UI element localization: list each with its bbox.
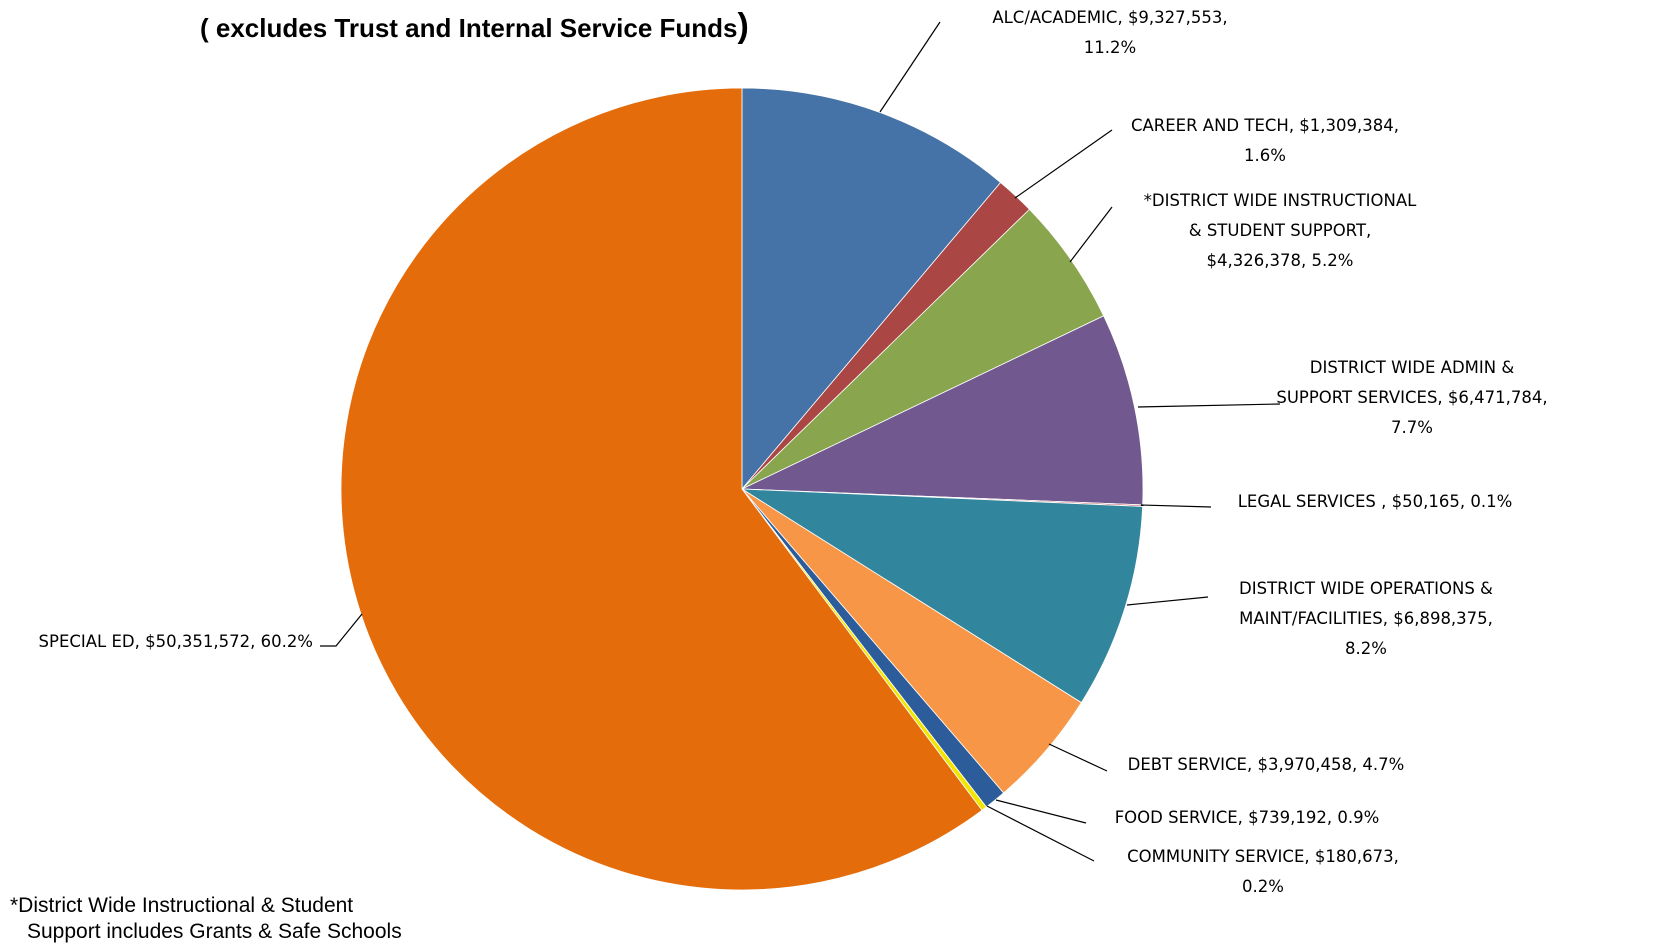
- data-label-legal-services: LEGAL SERVICES , $50,165, 0.1%: [1238, 492, 1513, 511]
- data-label-special-ed: SPECIAL ED, $50,351,572, 60.2%: [39, 632, 313, 651]
- leader-line-district-wide-instructional-student-support: [1069, 206, 1113, 263]
- leader-line-legal-services: [1140, 504, 1212, 508]
- data-label-line: COMMUNITY SERVICE, $180,673,: [1127, 847, 1399, 866]
- data-label-line: 7.7%: [1391, 418, 1433, 437]
- data-label-line: MAINT/FACILITIES, $6,898,375,: [1239, 609, 1493, 628]
- data-label-line: CAREER AND TECH, $1,309,384,: [1131, 116, 1399, 135]
- data-label-district-wide-admin-support-services: DISTRICT WIDE ADMIN & SUPPORT SERVICES, $…: [1276, 358, 1547, 437]
- leader-line-district-wide-admin-support-services: [1137, 403, 1281, 408]
- data-label-debt-service: DEBT SERVICE, $3,970,458, 4.7%: [1128, 755, 1405, 774]
- data-label-line: LEGAL SERVICES , $50,165, 0.1%: [1238, 492, 1513, 511]
- leader-line-food-service: [995, 799, 1087, 824]
- footnote: *District Wide Instructional & Student Su…: [10, 893, 402, 945]
- data-label-district-wide-operations-maint-facilities: DISTRICT WIDE OPERATIONS & MAINT/FACILITI…: [1239, 579, 1493, 658]
- leader-line-community-service: [986, 805, 1095, 862]
- leader-line-district-wide-operations-maint-facilities: [1126, 596, 1209, 606]
- data-label-line: FOOD SERVICE, $739,192, 0.9%: [1115, 808, 1380, 827]
- pie-slice-district-wide-operations-maint-facilities: [740, 488, 1144, 704]
- data-label-career-and-tech: CAREER AND TECH, $1,309,384, 1.6%: [1131, 116, 1399, 165]
- pie-slice-district-wide-admin-support-services: [741, 315, 1144, 506]
- data-label-alc-academic: ALC/ACADEMIC, $9,327,553, 11.2%: [992, 8, 1227, 57]
- pie-slice-alc-academic: [741, 87, 1002, 491]
- chart-title: ( excludes Trust and Internal Service Fu…: [200, 7, 749, 45]
- data-label-line: 0.2%: [1242, 877, 1284, 896]
- leader-line-special-ed: [320, 613, 363, 647]
- data-label-line: & STUDENT SUPPORT,: [1189, 221, 1372, 240]
- data-label-food-service: FOOD SERVICE, $739,192, 0.9%: [1115, 808, 1380, 827]
- data-label-line: ALC/ACADEMIC, $9,327,553,: [992, 8, 1227, 27]
- data-label-line: DEBT SERVICE, $3,970,458, 4.7%: [1128, 755, 1405, 774]
- chart-title-close-paren: ): [738, 7, 749, 45]
- data-label-line: 8.2%: [1345, 639, 1387, 658]
- leader-line-career-and-tech: [1014, 129, 1113, 199]
- data-label-line: SUPPORT SERVICES, $6,471,784,: [1276, 388, 1547, 407]
- data-label-line: 1.6%: [1244, 146, 1286, 165]
- leader-lines: [320, 21, 1281, 862]
- data-label-community-service: COMMUNITY SERVICE, $180,673, 0.2%: [1127, 847, 1399, 896]
- chart-title-text: ( excludes Trust and Internal Service Fu…: [200, 13, 738, 43]
- footnote-line-1: *District Wide Instructional & Student: [10, 894, 354, 917]
- data-label-district-wide-instructional-student-support: *DISTRICT WIDE INSTRUCTIONAL & STUDENT SU…: [1144, 191, 1417, 270]
- data-label-line: $4,326,378, 5.2%: [1207, 251, 1354, 270]
- data-label-line: 11.2%: [1084, 38, 1136, 57]
- pie-slices: [340, 87, 1144, 891]
- footnote-line-2: Support includes Grants & Safe Schools: [27, 920, 402, 943]
- leader-line-debt-service: [1048, 743, 1108, 772]
- data-labels: ALC/ACADEMIC, $9,327,553, 11.2% CAREER AND…: [39, 8, 1548, 896]
- data-label-line: *DISTRICT WIDE INSTRUCTIONAL: [1144, 191, 1417, 210]
- leader-line-alc-academic: [879, 21, 941, 113]
- data-label-line: DISTRICT WIDE OPERATIONS &: [1239, 579, 1493, 598]
- data-label-line: DISTRICT WIDE ADMIN &: [1310, 358, 1515, 377]
- data-label-line: SPECIAL ED, $50,351,572, 60.2%: [39, 632, 313, 651]
